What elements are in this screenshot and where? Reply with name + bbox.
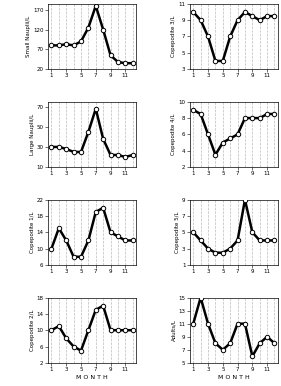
Y-axis label: Adults/L: Adults/L bbox=[171, 319, 176, 341]
Y-axis label: Large Nauplii/L: Large Nauplii/L bbox=[30, 114, 35, 155]
Y-axis label: Copepodite 3/L: Copepodite 3/L bbox=[171, 16, 176, 57]
Y-axis label: Small Nauplii/L: Small Nauplii/L bbox=[26, 16, 31, 57]
X-axis label: M O N T H: M O N T H bbox=[218, 375, 250, 380]
Y-axis label: Copepodite 5/L: Copepodite 5/L bbox=[175, 212, 180, 253]
Y-axis label: Copepodite 2/L: Copepodite 2/L bbox=[30, 310, 35, 351]
Y-axis label: Copepodite 4/L: Copepodite 4/L bbox=[171, 113, 176, 155]
Y-axis label: Copepodite 1/L: Copepodite 1/L bbox=[30, 212, 35, 253]
X-axis label: M O N T H: M O N T H bbox=[76, 375, 108, 380]
